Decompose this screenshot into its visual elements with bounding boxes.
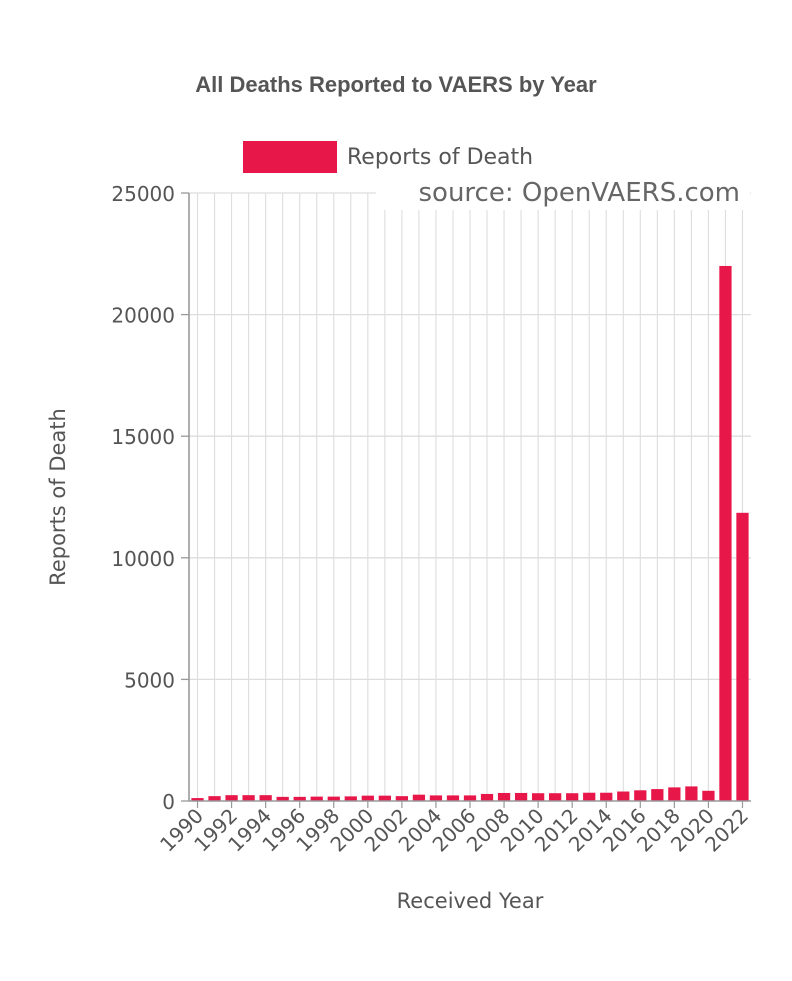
bar-2004: [429, 795, 443, 801]
bar-2001: [378, 795, 391, 801]
bar-1990: [191, 798, 204, 801]
bar-2002: [395, 796, 409, 801]
bar-1993: [242, 795, 255, 801]
bar-1999: [344, 796, 357, 801]
bar-2020: [702, 790, 715, 801]
y-tick-label: 25000: [111, 182, 175, 206]
bar-2021: [719, 265, 732, 802]
bar-2009: [514, 792, 528, 801]
bar-1995: [276, 796, 289, 801]
chart-title: All Deaths Reported to VAERS by Year: [195, 72, 597, 97]
source-note-background: [376, 176, 750, 210]
y-tick-label: 5000: [124, 668, 175, 692]
bar-2007: [480, 793, 494, 801]
x-tick-labels: 1990199219941996199820002002200420062008…: [155, 804, 753, 857]
bar-1997: [310, 796, 323, 801]
bar-2016: [634, 790, 647, 801]
bar-1996: [293, 796, 306, 801]
bar-2000: [361, 795, 374, 801]
bar-2011: [549, 793, 562, 801]
bar-2013: [583, 792, 596, 801]
bar-2014: [600, 792, 613, 801]
bar-2008: [497, 792, 511, 801]
bar-2017: [651, 789, 664, 801]
grid: [189, 192, 751, 801]
bar-2005: [446, 795, 460, 801]
bar-1992: [225, 795, 238, 801]
bar-2018: [668, 787, 681, 801]
legend-label: Reports of Death: [347, 145, 533, 170]
y-tick-label: 10000: [111, 547, 175, 571]
bar-1991: [208, 796, 221, 801]
axes: [181, 192, 751, 808]
y-tick-label: 15000: [111, 425, 175, 449]
y-axis-title: Reports of Death: [46, 408, 70, 586]
bar-2010: [531, 793, 545, 801]
bar-2015: [617, 791, 630, 801]
bar-2006: [463, 795, 477, 801]
legend-swatch: [243, 141, 337, 173]
bar-2012: [566, 793, 579, 801]
y-tick-label: 0: [162, 790, 175, 814]
source-note: source: OpenVAERS.com: [418, 178, 740, 208]
x-axis-title: Received Year: [397, 889, 544, 913]
bar-1994: [259, 795, 272, 801]
y-tick-labels: 0 5000 10000 15000 20000 25000: [111, 182, 175, 814]
y-tick-label: 20000: [111, 304, 175, 328]
bar-2003: [412, 794, 426, 801]
bar-1998: [327, 796, 340, 801]
bar-2019: [685, 786, 698, 801]
bar-2022: [736, 512, 749, 801]
bars: [191, 265, 749, 802]
legend: Reports of Death: [243, 141, 533, 173]
